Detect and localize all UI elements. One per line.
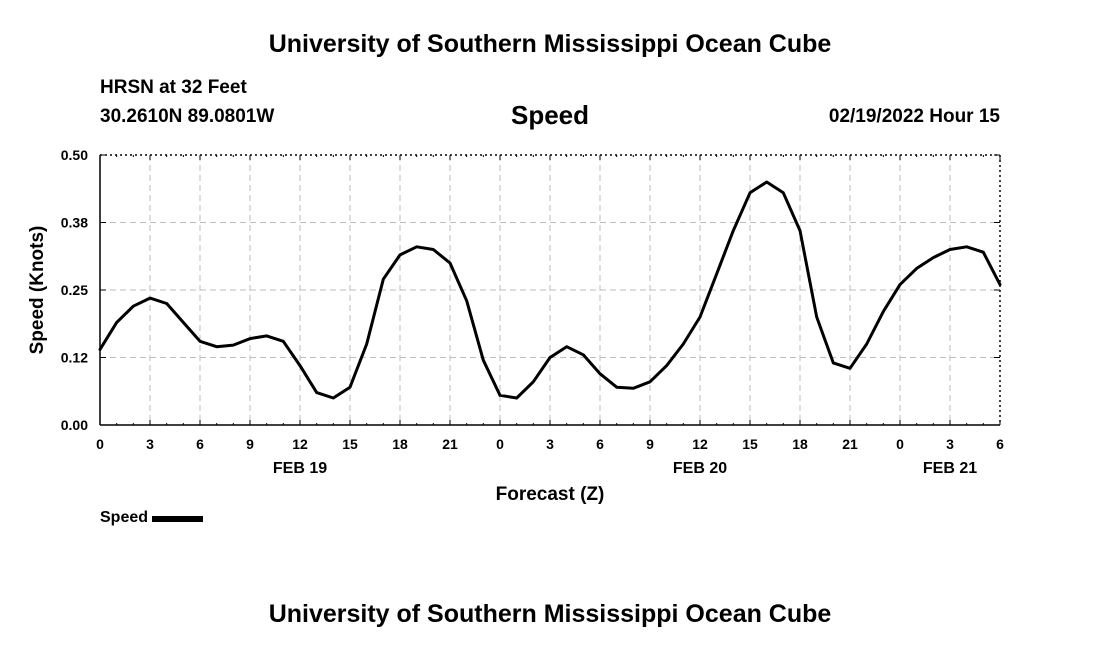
station-label: HRSN at 32 Feet xyxy=(100,77,247,98)
date-label: FEB 21 xyxy=(923,460,977,477)
grid xyxy=(100,155,1000,425)
page-title: University of Southern Mississippi Ocean… xyxy=(268,30,832,58)
legend: Speed xyxy=(100,509,204,527)
y-tick-label: 0.50 xyxy=(61,147,88,163)
x-tick-label: 18 xyxy=(792,436,808,452)
x-tick-label: 6 xyxy=(596,436,604,452)
y-tick-label: 0.25 xyxy=(61,282,88,298)
series xyxy=(98,180,1002,400)
x-tick-label: 0 xyxy=(496,436,504,452)
x-tick-label: 3 xyxy=(946,436,954,452)
x-tick-label: 0 xyxy=(896,436,904,452)
series-line-speed xyxy=(98,180,1002,400)
x-tick-label: 12 xyxy=(292,436,308,452)
legend-label: Speed xyxy=(100,509,149,526)
x-tick-label: 3 xyxy=(546,436,554,452)
y-tick-label: 0.38 xyxy=(61,215,88,231)
x-tick-label: 6 xyxy=(996,436,1004,452)
x-tick-label: 12 xyxy=(692,436,708,452)
footer-title: University of Southern Mississippi Ocean… xyxy=(268,600,832,628)
date-label: FEB 19 xyxy=(273,460,327,477)
y-axis-title: Speed (Knots) xyxy=(27,226,48,355)
x-tick-label: 9 xyxy=(246,436,254,452)
datetime-label: 02/19/2022 Hour 15 xyxy=(828,106,1000,127)
tick-labels: 0 3 6 9 12 15 18 21 0 3 6 9 12 15 18 21 0 3 6 FEB 19 FEB 20 F… xyxy=(61,147,1004,477)
x-tick-label: 9 xyxy=(646,436,654,452)
x-tick-label: 0 xyxy=(96,436,104,452)
x-axis-title: Forecast (Z) xyxy=(496,484,605,505)
x-tick-label: 3 xyxy=(146,436,154,452)
x-tick-label: 18 xyxy=(392,436,408,452)
date-label: FEB 20 xyxy=(673,460,727,477)
x-tick-label: 15 xyxy=(342,436,358,452)
axes xyxy=(99,154,1001,426)
coordinates-label: 30.2610N 89.0801W xyxy=(100,106,275,127)
legend-swatch xyxy=(152,516,204,522)
x-tick-label: 6 xyxy=(196,436,204,452)
y-tick-label: 0.12 xyxy=(61,350,88,366)
x-tick-label: 21 xyxy=(842,436,858,452)
x-tick-label: 21 xyxy=(442,436,458,452)
chart-title: Speed xyxy=(510,100,590,130)
y-tick-label: 0.00 xyxy=(61,417,88,433)
x-tick-label: 15 xyxy=(742,436,758,452)
